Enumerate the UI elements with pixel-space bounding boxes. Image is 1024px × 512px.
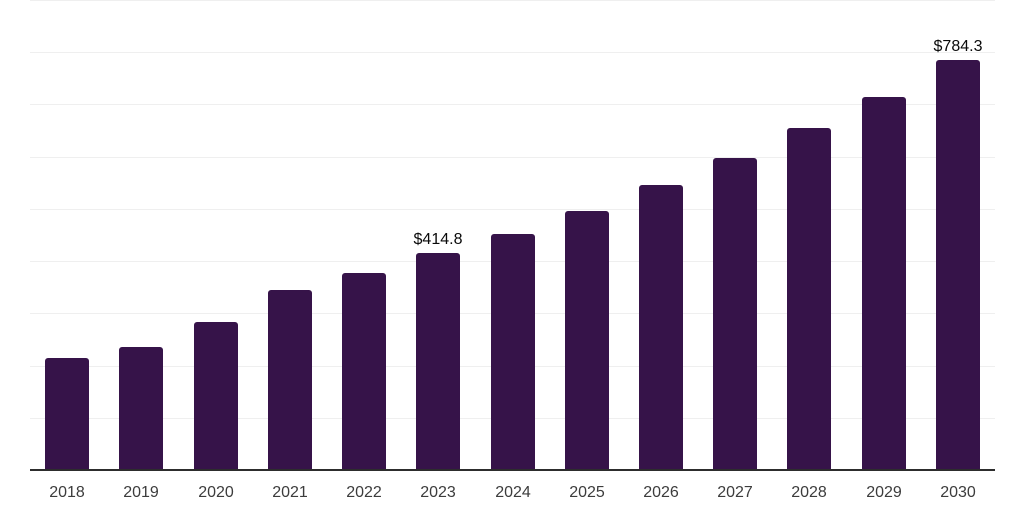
gridline	[30, 0, 995, 1]
bar-2027[interactable]	[713, 158, 757, 470]
bar-2028[interactable]	[787, 128, 831, 470]
x-tick-label-2025: 2025	[569, 484, 605, 501]
x-tick-label-2022: 2022	[346, 484, 382, 501]
x-tick-label-2030: 2030	[940, 484, 976, 501]
bar-2029[interactable]	[862, 97, 906, 470]
x-tick-label-2024: 2024	[495, 484, 531, 501]
bar-2025[interactable]	[565, 211, 609, 470]
x-tick-label-2028: 2028	[791, 484, 827, 501]
x-tick-label-2021: 2021	[272, 484, 308, 501]
x-tick-label-2023: 2023	[420, 484, 456, 501]
x-tick-label-2019: 2019	[123, 484, 159, 501]
value-label-2023: $414.8	[413, 231, 463, 248]
bar-2030[interactable]	[936, 60, 980, 470]
x-tick-label-2027: 2027	[717, 484, 753, 501]
bar-2020[interactable]	[194, 322, 238, 470]
gridline	[30, 104, 995, 105]
bar-2024[interactable]	[491, 234, 535, 470]
gridline	[30, 52, 995, 53]
x-tick-label-2020: 2020	[198, 484, 234, 501]
bar-2019[interactable]	[119, 347, 163, 470]
x-axis-line	[30, 469, 995, 471]
bar-2021[interactable]	[268, 290, 312, 470]
value-label-2030: $784.3	[933, 38, 983, 55]
bar-2023[interactable]	[416, 253, 460, 470]
x-tick-label-2018: 2018	[49, 484, 85, 501]
bar-2026[interactable]	[639, 185, 683, 470]
bar-2022[interactable]	[342, 273, 386, 470]
x-tick-label-2029: 2029	[866, 484, 902, 501]
bar-2018[interactable]	[45, 358, 89, 470]
gridline	[30, 209, 995, 210]
gridline	[30, 157, 995, 158]
x-tick-label-2026: 2026	[643, 484, 679, 501]
